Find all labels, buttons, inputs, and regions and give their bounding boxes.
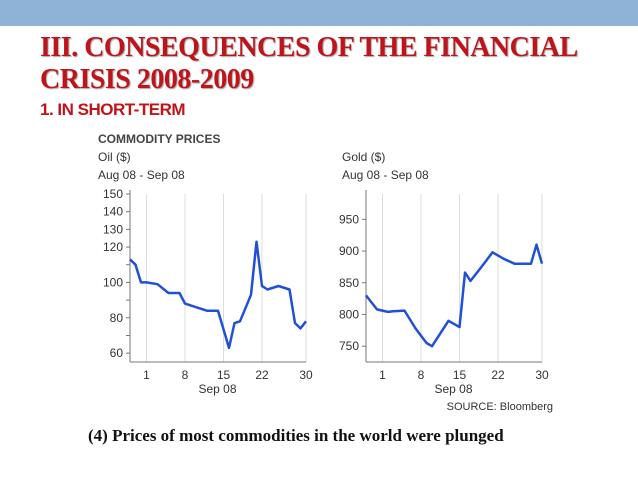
oil-y-tick-label: 130 (103, 222, 123, 236)
slide-title: III. CONSEQUENCES OF THE FINANCIAL CRISI… (40, 32, 577, 95)
gold-x-tick-label: 8 (418, 368, 425, 382)
gold-y-tick-label: 950 (339, 212, 359, 226)
top-bar (0, 0, 638, 26)
slide-caption: (4) Prices of most commodities in the wo… (88, 426, 504, 445)
oil-x-tick-label: 1 (143, 368, 150, 382)
oil-price-line (129, 240, 307, 350)
oil-x-axis-label: Sep 08 (198, 382, 236, 396)
gold-y-tick-label: 800 (339, 307, 359, 321)
oil-chart-subtitle: Aug 08 - Sep 08 (98, 168, 185, 182)
slide-subtitle: 1. IN SHORT-TERM (40, 100, 186, 119)
oil-y-tick-label: 100 (103, 275, 123, 289)
gold-y-tick-label: 850 (339, 276, 359, 290)
gold-x-tick-label: 22 (491, 368, 505, 382)
gold-chart: Gold ($) Aug 08 - Sep 08 1 8 15 22 30 750 800 850… (339, 150, 549, 396)
gold-x-tick-label: 30 (535, 368, 549, 382)
oil-y-tick-label: 140 (103, 205, 123, 219)
oil-x-tick-label: 22 (255, 368, 269, 382)
source-label: SOURCE: Bloomberg (447, 401, 553, 413)
commodity-prices-header: COMMODITY PRICES (98, 132, 220, 146)
oil-x-tick-label: 8 (182, 368, 189, 382)
gold-chart-title: Gold ($) (342, 150, 385, 164)
oil-x-tick-label: 30 (299, 368, 313, 382)
oil-y-tick-label: 120 (103, 240, 123, 254)
gold-y-tick-label: 750 (339, 339, 359, 353)
oil-chart-title: Oil ($) (98, 150, 131, 164)
oil-y-tick-label: 60 (110, 346, 124, 360)
oil-y-tick-label: 150 (103, 187, 123, 201)
gold-x-tick-label: 15 (453, 368, 467, 382)
oil-chart: Oil ($) Aug 08 - Sep 08 1 8 15 22 30 60 80 100 120… (98, 150, 313, 396)
gold-price-line (365, 243, 544, 348)
gold-x-tick-label: 1 (379, 368, 386, 382)
gold-x-axis-label: Sep 08 (434, 382, 472, 396)
gold-y-tick-label: 900 (339, 244, 359, 258)
gold-chart-subtitle: Aug 08 - Sep 08 (342, 168, 429, 182)
oil-x-tick-label: 15 (217, 368, 231, 382)
oil-y-tick-label: 80 (110, 311, 124, 325)
